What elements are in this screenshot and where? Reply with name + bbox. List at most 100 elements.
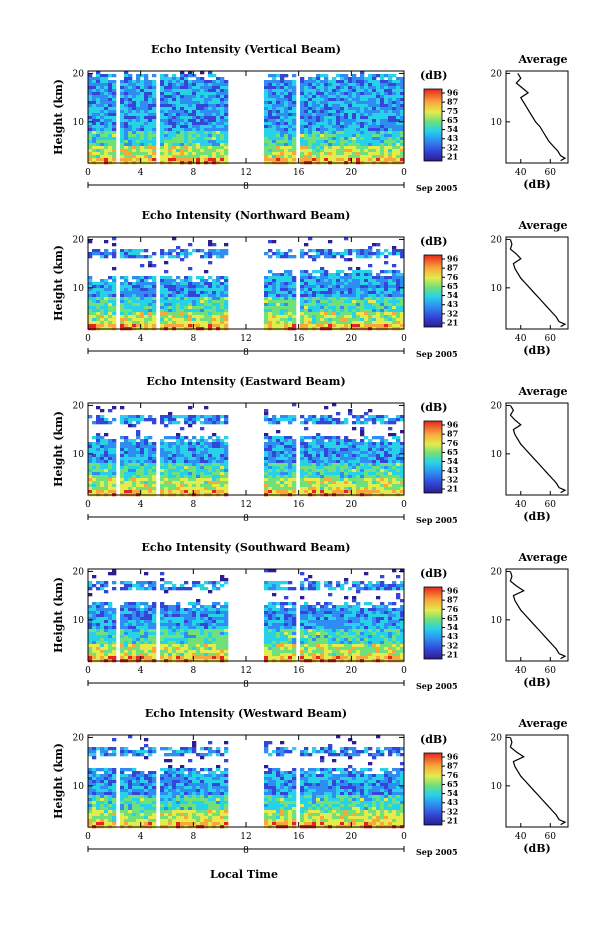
colorbar-tick-label: 65 <box>447 613 458 623</box>
panel-title: Echo Intensity (Westward Beam) <box>145 707 347 720</box>
colorbar-tick-label: 76 <box>447 272 459 282</box>
colorbar-tick-label: 65 <box>447 779 458 789</box>
colorbar-tick-label: 96 <box>447 752 459 762</box>
panel-title: Echo Intensity (Southward Beam) <box>142 541 351 554</box>
colorbar-unit: (dB) <box>420 567 447 580</box>
colorbar-tick-label: 54 <box>447 622 459 632</box>
average-profile-line <box>509 239 567 328</box>
colorbar-tick-label: 96 <box>447 254 459 264</box>
colorbar <box>423 752 443 826</box>
colorbar-tick-label: 96 <box>447 420 459 430</box>
colorbar-tick-label: 96 <box>447 88 459 98</box>
x-tick-label: 0 <box>85 168 91 178</box>
colorbar-tick-label: 54 <box>447 124 459 134</box>
panel-1: Echo Intensity (Vertical Beam) 10 20 Height… <box>52 43 569 193</box>
average-x-tick-label: 40 <box>515 500 527 510</box>
x-tick-label: 8 <box>190 168 196 178</box>
x-tick-label: 12 <box>240 334 251 344</box>
colorbar-unit: (dB) <box>420 69 447 82</box>
y-axis-label: Height (km) <box>52 743 65 819</box>
average-title: Average <box>517 53 567 66</box>
average-y-tick-label: 10 <box>491 118 503 128</box>
x-tick-label: 16 <box>293 168 305 178</box>
colorbar-tick-label: 75 <box>447 106 458 116</box>
colorbar-tick-label: 87 <box>447 97 458 107</box>
x-tick-label: 20 <box>346 168 358 178</box>
panel-5: Echo Intensity (Westward Beam) 10 20 Height… <box>52 707 569 857</box>
x-tick-label: 16 <box>293 334 305 344</box>
colorbar <box>423 254 443 328</box>
x-tick-label: 8 <box>190 666 196 676</box>
colorbar-tick-label: 21 <box>447 152 458 162</box>
x-tick-label: 20 <box>346 666 358 676</box>
average-x-label: (dB) <box>523 178 550 191</box>
x-tick-label: 16 <box>293 832 305 842</box>
panel-3: Echo Intensity (Eastward Beam) 10 20 Height… <box>52 375 569 525</box>
heatmap <box>88 237 405 331</box>
y-tick-label: 10 <box>73 616 85 626</box>
colorbar-tick-label: 43 <box>447 631 459 641</box>
average-x-tick-label: 60 <box>545 666 557 676</box>
y-tick-label: 10 <box>73 450 85 460</box>
x-tick-label: 0 <box>401 334 407 344</box>
average-y-tick-label: 20 <box>491 567 503 577</box>
colorbar-tick-label: 54 <box>447 788 459 798</box>
average-x-tick-label: 60 <box>545 500 557 510</box>
colorbar-tick-label: 21 <box>447 816 458 826</box>
average-x-label: (dB) <box>523 842 550 855</box>
x-tick-label: 8 <box>190 832 196 842</box>
average-title: Average <box>517 551 567 564</box>
date-tick-label: 8 <box>243 182 249 192</box>
average-x-label: (dB) <box>523 510 550 523</box>
x-tick-label: 0 <box>401 832 407 842</box>
date-tick-label: 8 <box>243 348 249 358</box>
average-y-tick-label: 20 <box>491 733 503 743</box>
average-x-tick-label: 40 <box>515 334 527 344</box>
average-title: Average <box>517 717 567 730</box>
x-tick-label: 20 <box>346 334 358 344</box>
y-tick-label: 20 <box>73 401 85 411</box>
average-frame <box>505 70 569 164</box>
average-y-tick-label: 20 <box>491 401 503 411</box>
average-x-tick-label: 40 <box>515 666 527 676</box>
average-profile-line <box>509 737 567 826</box>
x-tick-label: 4 <box>138 334 144 344</box>
average-frame <box>505 568 569 662</box>
y-tick-label: 20 <box>73 69 85 79</box>
x-tick-label: 0 <box>85 832 91 842</box>
average-x-tick-label: 40 <box>515 168 527 178</box>
x-tick-label: 4 <box>138 666 144 676</box>
y-tick-label: 10 <box>73 782 85 792</box>
colorbar-tick-label: 76 <box>447 770 459 780</box>
panel-2: Echo Intensity (Northward Beam) 10 20 Heigh… <box>52 209 569 359</box>
average-frame <box>505 236 569 330</box>
average-x-tick-label: 60 <box>545 334 557 344</box>
average-frame <box>505 402 569 496</box>
x-tick-label: 0 <box>401 500 407 510</box>
x-tick-label: 8 <box>190 500 196 510</box>
colorbar-tick-label: 32 <box>447 142 458 152</box>
x-tick-label: 8 <box>190 334 196 344</box>
colorbar-tick-label: 87 <box>447 595 458 605</box>
colorbar-tick-label: 54 <box>447 290 459 300</box>
average-frame <box>505 734 569 828</box>
average-profile-line <box>509 405 567 494</box>
panel-title: Echo Intensity (Eastward Beam) <box>146 375 345 388</box>
date-label: Sep 2005 <box>416 349 458 359</box>
colorbar-tick-label: 43 <box>447 797 459 807</box>
colorbar-tick-label: 32 <box>447 806 458 816</box>
panel-4: Echo Intensity (Southward Beam) 10 20 Heigh… <box>52 541 569 691</box>
average-y-tick-label: 20 <box>491 235 503 245</box>
colorbar-tick-label: 65 <box>447 115 458 125</box>
average-profile-line <box>515 73 567 162</box>
panel-title: Echo Intensity (Northward Beam) <box>142 209 351 222</box>
colorbar <box>423 586 443 660</box>
heatmap <box>88 735 405 829</box>
colorbar-unit: (dB) <box>420 235 447 248</box>
date-label: Sep 2005 <box>416 681 458 691</box>
colorbar-tick-label: 21 <box>447 650 458 660</box>
x-tick-label: 16 <box>293 500 305 510</box>
y-tick-label: 10 <box>73 118 85 128</box>
colorbar-tick-label: 76 <box>447 604 459 614</box>
